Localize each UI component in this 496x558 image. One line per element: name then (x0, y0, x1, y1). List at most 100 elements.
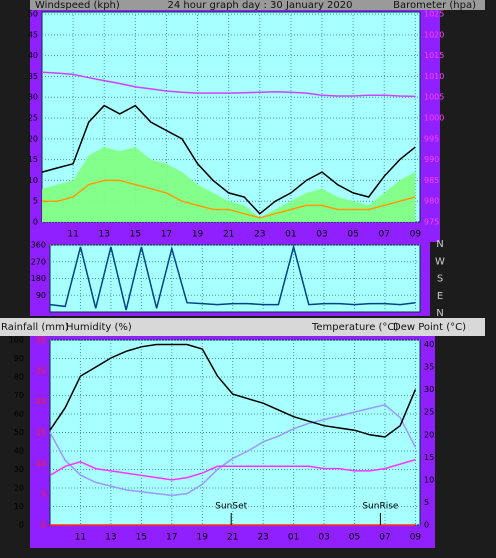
series-line (49, 243, 416, 311)
x-tick-label: 23 (257, 533, 268, 543)
y2-tick-label: 1020 (424, 30, 444, 39)
x-tick-label: 15 (130, 230, 141, 240)
y-tick-label: 50 (14, 428, 24, 437)
y-tick-label: 60 (14, 410, 24, 419)
direction-label: E (437, 291, 443, 302)
x-tick-label: 11 (67, 230, 78, 240)
x-tick-label: 13 (105, 533, 116, 543)
y-tick-label: 0 (33, 218, 38, 227)
y2-tick-label: 1010 (424, 72, 444, 81)
series-line (42, 179, 416, 219)
y3-tick-label: 15 (36, 428, 46, 437)
y2-tick-label: 40 (424, 340, 434, 349)
x-tick-label: 21 (223, 230, 234, 240)
y2-tick-label: 1015 (424, 51, 444, 60)
y-axis-label: Windspeed (kph) (35, 0, 120, 11)
x-tick-label: 09 (410, 230, 422, 240)
y-tick-label: 35 (28, 72, 38, 81)
y2-axis-label: Barometer (hpa) (393, 0, 476, 11)
y2-tick-label: 1000 (424, 114, 444, 123)
y2-tick-label: 995 (424, 134, 439, 143)
direction-label: S (437, 274, 443, 285)
x-tick-label: 15 (136, 533, 147, 543)
y-tick-label: 45 (28, 30, 38, 39)
y2-tick-label: 10 (424, 475, 434, 484)
y2-tick-label: 35 (424, 363, 434, 372)
y-tick-label: 30 (14, 465, 24, 474)
axis-label: Humidity (%) (66, 322, 132, 333)
x-tick-label: 21 (227, 533, 238, 543)
x-tick-label: 17 (166, 533, 177, 543)
y-tick-label: 90 (36, 291, 46, 300)
y2-tick-label: 15 (424, 453, 434, 462)
x-tick-label: 23 (254, 230, 265, 240)
x-tick-label: 03 (318, 533, 329, 543)
series-line (49, 458, 416, 481)
x-tick-label: 09 (410, 533, 422, 543)
direction-label: W (435, 256, 445, 267)
annotation-label: SunRise (362, 502, 399, 512)
axis-label: Rainfall (mm) (1, 322, 69, 333)
x-tick-label: 17 (161, 230, 172, 240)
y-tick-label: 0 (19, 521, 24, 530)
x-tick-label: 19 (192, 230, 204, 240)
y2-tick-label: 980 (424, 197, 439, 206)
direction-label: N (436, 308, 443, 319)
x-tick-label: 01 (288, 533, 299, 543)
y2-tick-label: 1005 (424, 93, 444, 102)
y-tick-label: 80 (14, 373, 24, 382)
y-tick-label: 90 (14, 354, 24, 363)
y3-tick-label: 10 (36, 459, 46, 468)
y-tick-label: 20 (14, 484, 24, 493)
y-tick-label: 70 (14, 391, 24, 400)
y-tick-label: 180 (31, 274, 46, 283)
series-line (49, 343, 417, 438)
plot-area (49, 339, 421, 526)
y3-tick-label: 20 (36, 397, 46, 406)
plot-area (49, 244, 421, 313)
y-tick-label: 20 (28, 134, 38, 143)
y2-tick-label: 1025 (424, 10, 444, 19)
x-tick-label: 07 (379, 533, 390, 543)
chart-title: 24 hour graph day : 30 January 2020 (168, 0, 353, 11)
y3-tick-label: 30 (36, 336, 46, 345)
y-tick-label: 25 (28, 114, 38, 123)
y-tick-label: 40 (14, 447, 24, 456)
x-tick-label: 19 (197, 533, 209, 543)
x-tick-label: 05 (349, 533, 360, 543)
x-tick-label: 01 (285, 230, 296, 240)
y-tick-label: 10 (14, 502, 24, 511)
y-tick-label: 100 (9, 336, 24, 345)
y2-tick-label: 30 (424, 385, 434, 394)
header-strip (0, 318, 485, 336)
y2-tick-label: 975 (424, 218, 439, 227)
y-tick-label: 270 (31, 257, 46, 266)
axis-label: Temperature (°C) (311, 322, 398, 333)
y-tick-label: 10 (28, 176, 38, 185)
series-line (49, 403, 417, 497)
axis-label: Dew Point (°C) (393, 322, 466, 333)
x-tick-label: 03 (316, 230, 327, 240)
x-tick-label: 13 (98, 230, 109, 240)
y-tick-label: 5 (33, 197, 38, 206)
x-tick-label: 11 (75, 533, 86, 543)
series-line (41, 71, 416, 98)
header-strip (30, 0, 485, 10)
direction-label: N (436, 239, 443, 250)
y-tick-label: 15 (28, 155, 38, 164)
wind-area (42, 147, 416, 222)
y2-tick-label: 0 (424, 521, 429, 530)
y3-tick-label: 25 (36, 366, 46, 375)
x-tick-label: 05 (347, 230, 358, 240)
y2-tick-label: 25 (424, 408, 434, 417)
y-tick-label: 30 (28, 93, 38, 102)
annotation-label: SunSet (215, 502, 247, 512)
y-tick-label: 50 (28, 10, 38, 19)
x-tick-label: 07 (378, 230, 389, 240)
series-line (41, 104, 416, 215)
y3-tick-label: 5 (41, 490, 46, 499)
y2-tick-label: 5 (424, 498, 429, 507)
y2-tick-label: 990 (424, 155, 439, 164)
y2-tick-label: 985 (424, 176, 439, 185)
